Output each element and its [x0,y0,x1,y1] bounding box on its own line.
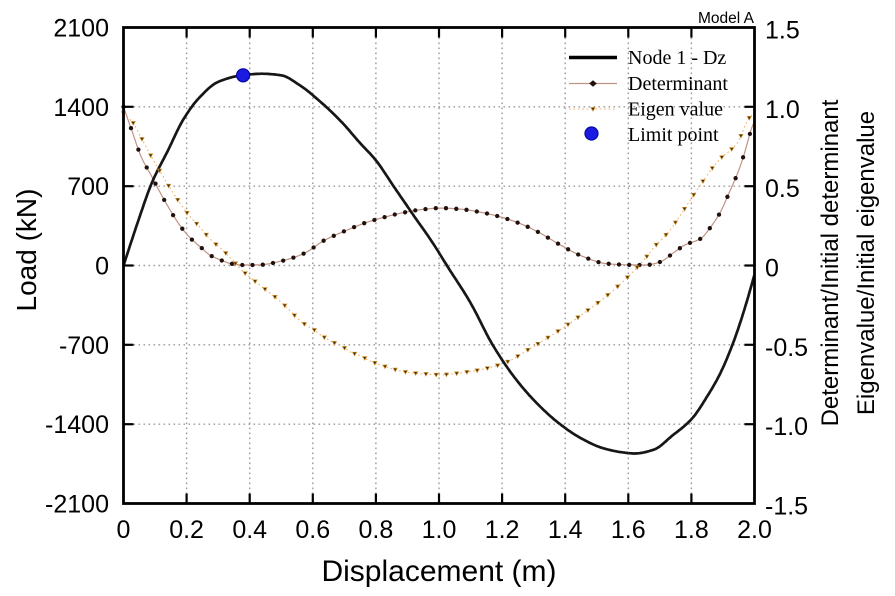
svg-text:-1.5: -1.5 [765,493,808,521]
svg-text:-0.5: -0.5 [765,334,808,362]
svg-text:1.0: 1.0 [422,516,457,544]
svg-text:1.8: 1.8 [674,516,709,544]
svg-text:1.0: 1.0 [765,96,800,124]
svg-text:2.0: 2.0 [737,516,772,544]
svg-text:Eigenvalue/Initial eigenvalue: Eigenvalue/Initial eigenvalue [853,111,880,415]
svg-text:Load (kN): Load (kN) [11,189,42,312]
svg-text:-2100: -2100 [45,491,109,519]
svg-text:-700: -700 [59,332,109,360]
svg-text:Node 1 - Dz: Node 1 - Dz [628,47,726,69]
svg-text:0.8: 0.8 [359,516,394,544]
svg-text:2100: 2100 [53,15,109,43]
svg-text:0: 0 [95,253,109,281]
svg-text:1.4: 1.4 [548,516,583,544]
svg-text:1.6: 1.6 [611,516,646,544]
svg-text:0.5: 0.5 [765,175,800,203]
svg-text:Determinant: Determinant [628,73,728,95]
svg-text:Eigen value: Eigen value [628,99,723,121]
svg-text:Limit point: Limit point [628,124,719,146]
svg-text:0: 0 [117,516,131,544]
svg-text:-1400: -1400 [45,411,109,439]
svg-text:0.4: 0.4 [232,516,267,544]
svg-text:0.2: 0.2 [169,516,204,544]
svg-text:Displacement (m): Displacement (m) [321,555,556,588]
svg-text:-1.0: -1.0 [765,413,808,441]
svg-text:700: 700 [67,173,109,201]
svg-text:1.5: 1.5 [765,17,800,45]
svg-text:0: 0 [765,255,779,283]
svg-text:1.2: 1.2 [485,516,520,544]
svg-text:0.6: 0.6 [295,516,330,544]
svg-text:1400: 1400 [53,94,109,122]
svg-text:Model A: Model A [698,10,755,27]
svg-text:Determinant/Initial determinan: Determinant/Initial determinant [817,99,844,426]
